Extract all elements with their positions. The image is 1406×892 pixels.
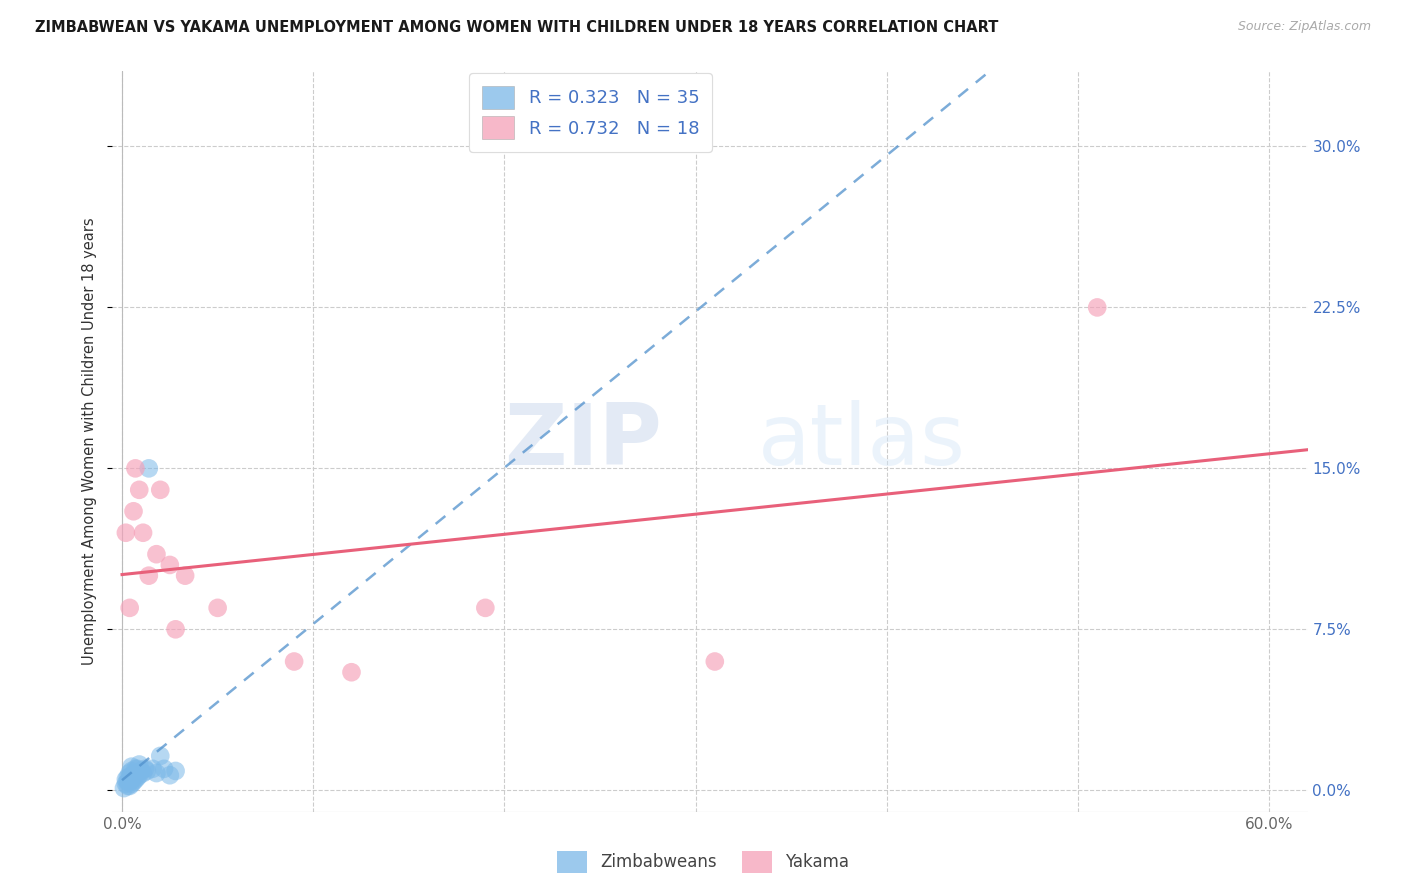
Point: [124, 461, 146, 475]
Point: [124, 762, 146, 776]
Point: [134, 762, 156, 776]
Point: [115, 772, 138, 787]
Point: [112, 781, 135, 796]
Point: [122, 768, 145, 782]
Point: [124, 772, 146, 787]
Point: [118, 600, 141, 615]
Point: [165, 623, 187, 637]
Point: [149, 483, 172, 497]
Point: [115, 525, 138, 540]
Point: [138, 568, 160, 582]
Point: [127, 771, 149, 785]
Point: [118, 774, 141, 789]
Point: [340, 665, 363, 680]
Point: [174, 568, 197, 582]
Legend: Zimbabweans, Yakama: Zimbabweans, Yakama: [550, 845, 856, 880]
Point: [149, 748, 172, 763]
Point: [121, 759, 143, 773]
Point: [283, 655, 305, 669]
Text: atlas: atlas: [758, 400, 966, 483]
Point: [121, 764, 143, 778]
Text: Source: ZipAtlas.com: Source: ZipAtlas.com: [1237, 20, 1371, 33]
Point: [142, 762, 165, 776]
Point: [117, 771, 139, 785]
Point: [132, 525, 155, 540]
Y-axis label: Unemployment Among Women with Children Under 18 years: Unemployment Among Women with Children U…: [82, 218, 97, 665]
Point: [121, 777, 143, 791]
Point: [118, 766, 141, 780]
Text: ZIP: ZIP: [505, 400, 662, 483]
Legend: R = 0.323   N = 35, R = 0.732   N = 18: R = 0.323 N = 35, R = 0.732 N = 18: [470, 73, 711, 152]
Text: ZIMBABWEAN VS YAKAMA UNEMPLOYMENT AMONG WOMEN WITH CHILDREN UNDER 18 YEARS CORRE: ZIMBABWEAN VS YAKAMA UNEMPLOYMENT AMONG …: [35, 20, 998, 35]
Point: [159, 558, 181, 572]
Point: [474, 600, 496, 615]
Point: [127, 762, 149, 776]
Point: [121, 768, 143, 782]
Point: [129, 764, 152, 778]
Point: [124, 766, 146, 780]
Point: [159, 768, 181, 782]
Point: [118, 779, 141, 793]
Point: [128, 768, 150, 782]
Point: [122, 774, 145, 789]
Point: [128, 757, 150, 772]
Point: [132, 766, 155, 780]
Point: [703, 655, 725, 669]
Point: [165, 764, 187, 778]
Point: [117, 774, 139, 789]
Point: [145, 766, 167, 780]
Point: [135, 764, 157, 778]
Point: [207, 600, 229, 615]
Point: [1085, 301, 1108, 315]
Point: [117, 779, 139, 793]
Point: [121, 772, 143, 787]
Point: [145, 547, 167, 561]
Point: [115, 777, 138, 791]
Point: [138, 461, 160, 475]
Point: [118, 771, 141, 785]
Point: [153, 762, 176, 776]
Point: [128, 483, 150, 497]
Point: [122, 504, 145, 518]
